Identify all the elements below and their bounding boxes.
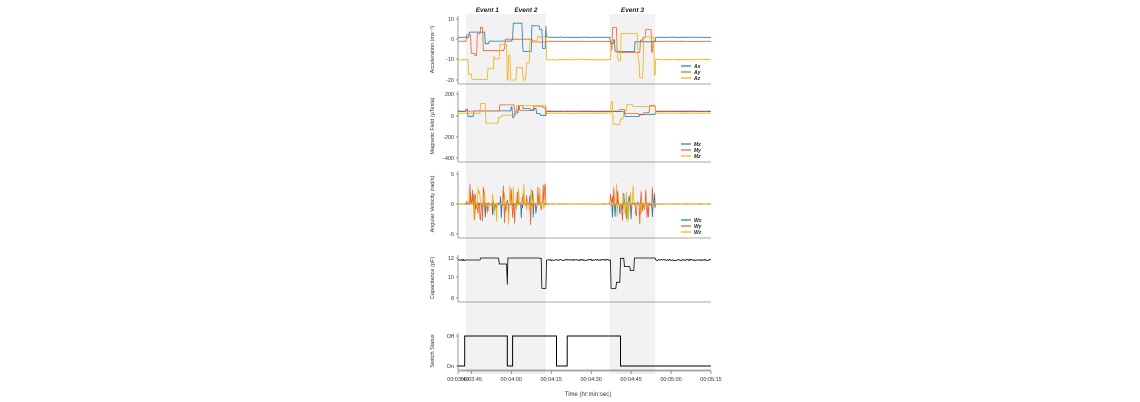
panel-switch: Switch Status Off On — [430, 333, 711, 371]
capacitance-y-tick-label: 10 — [448, 275, 454, 281]
legend-label-wx: Wx — [694, 218, 702, 224]
acceleration-y-tick-label: -10 — [446, 57, 454, 63]
magnetic-y-tick-label: 0 — [451, 114, 454, 120]
angular-y-tick-label: 5 — [451, 172, 454, 178]
series-switch — [458, 335, 711, 367]
x-axis-label: Time (hr:min:sec) — [565, 392, 611, 398]
series-mx — [458, 105, 712, 118]
magnetic-y-label: Magnetic Field (μTesla) — [430, 97, 436, 154]
series-wz — [458, 183, 712, 225]
panel-magnetic: Magnetic Field (μTesla) 200 0 -200 -400 MxMyM… — [430, 91, 712, 163]
series-ay — [458, 26, 712, 56]
switch-y-tick-label: Off — [447, 334, 455, 340]
series-ax — [457, 22, 712, 52]
magnetic-y-tick-label: -200 — [443, 135, 454, 141]
legend-label-my: My — [694, 148, 701, 154]
switch-y-tick-label: On — [447, 364, 454, 370]
series-capacitance — [457, 257, 712, 289]
event-labels: Event 1 Event 2 Event 3 — [476, 7, 645, 14]
angular-y-tick-label: 0 — [451, 202, 454, 208]
acceleration-y-label: Acceleration (ms⁻²) — [430, 26, 436, 74]
capacitance-y-tick-label: 12 — [448, 256, 454, 262]
panel-capacitance: Capacitance (pF) 12 10 8 — [430, 255, 712, 303]
x-tick-label: 00:03:40 — [447, 377, 468, 383]
event-label-2: Event 2 — [514, 7, 538, 14]
acceleration-y-tick-label: 0 — [451, 37, 454, 43]
x-tick-label: 00:04:15 — [540, 377, 561, 383]
x-tick-label: 00:05:00 — [660, 377, 681, 383]
angular-y-label: Angular Velocity (rad/s) — [430, 175, 436, 232]
series-mz — [457, 101, 711, 125]
event-label-3: Event 3 — [621, 7, 645, 14]
legend-label-wy: Wy — [694, 224, 702, 230]
magnetic-y-tick-label: -400 — [443, 156, 454, 162]
acceleration-y-tick-label: 10 — [448, 17, 454, 23]
legend-label-mz: Mz — [694, 154, 701, 160]
x-tick-label: 00:03:45 — [461, 377, 482, 383]
event-label-1: Event 1 — [476, 7, 500, 14]
series-my — [457, 104, 712, 116]
x-tick-label: 00:05:15 — [700, 377, 721, 383]
capacitance-y-tick-label: 8 — [451, 296, 454, 302]
x-tick-label: 00:04:45 — [620, 377, 641, 383]
magnetic-y-tick-label: 200 — [445, 92, 454, 98]
x-tick-label: 00:04:00 — [501, 377, 522, 383]
acceleration-y-tick-label: -20 — [446, 78, 454, 84]
legend-label-wz: Wz — [694, 230, 702, 236]
series-az — [457, 33, 712, 81]
legend-label-az: Az — [693, 76, 701, 82]
legend-label-ax: Ax — [693, 64, 701, 70]
capacitance-y-label: Capacitance (pF) — [430, 257, 436, 299]
switch-y-label: Switch Status — [430, 334, 436, 368]
x-tick-label: 00:04:30 — [580, 377, 601, 383]
legend-label-ay: Ay — [693, 70, 701, 76]
angular-y-tick-label: -5 — [449, 232, 454, 238]
legend-label-mx: Mx — [694, 142, 701, 148]
